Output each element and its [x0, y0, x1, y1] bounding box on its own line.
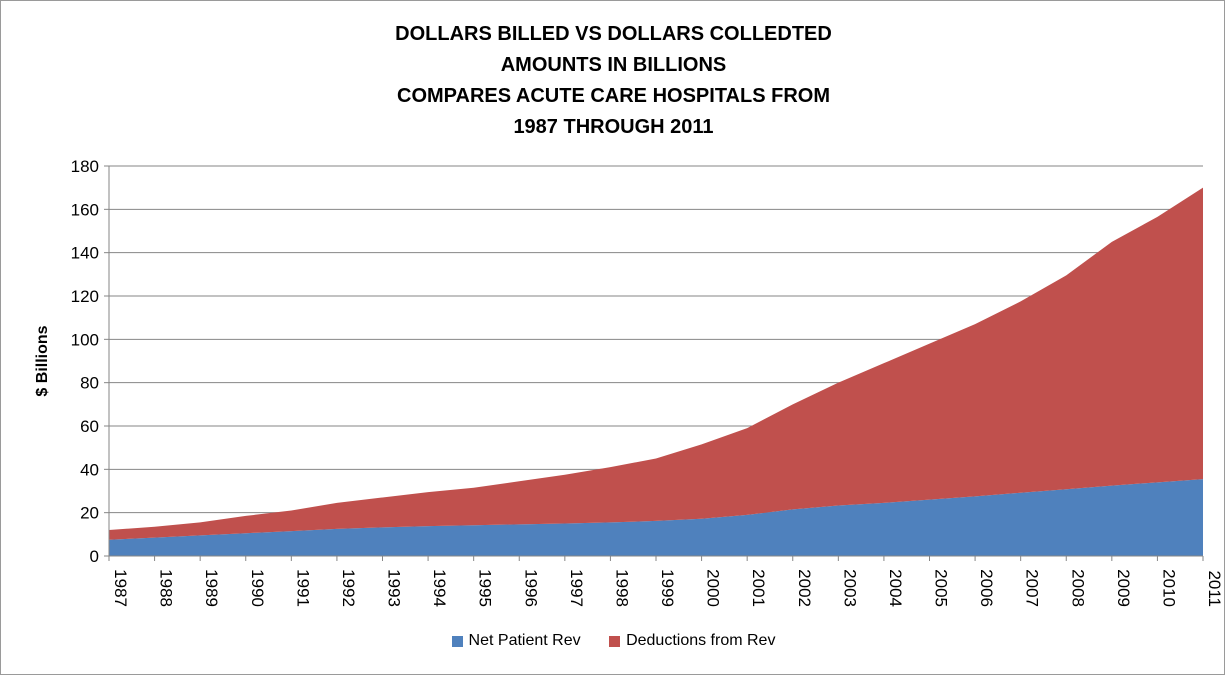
x-tick-label-1992: 1992 [339, 569, 358, 607]
y-tick-label-180: 180 [71, 157, 99, 176]
legend-label-deductions-from-rev: Deductions from Rev [626, 632, 776, 649]
x-tick-label-2006: 2006 [977, 569, 996, 607]
x-tick-label-1999: 1999 [658, 569, 677, 607]
y-tick-label-120: 120 [71, 287, 99, 306]
chart-title-line-3: COMPARES ACUTE CARE HOSPITALS FROM [397, 85, 830, 107]
x-tick-label-2002: 2002 [795, 569, 814, 607]
x-tick-label-2010: 2010 [1159, 569, 1178, 607]
chart-title: DOLLARS BILLED VS DOLLARS COLLEDTED AMOU… [1, 19, 1225, 143]
legend-item-deductions-from-rev: Deductions from Rev [609, 632, 775, 650]
x-tick-label-1989: 1989 [202, 569, 221, 607]
x-tick-label-2003: 2003 [840, 569, 859, 607]
x-tick-label-1990: 1990 [248, 569, 267, 607]
x-tick-label-2011: 2011 [1205, 570, 1224, 607]
chart-title-line-1: DOLLARS BILLED VS DOLLARS COLLEDTED [395, 23, 832, 45]
legend-item-net-patient-rev: Net Patient Rev [451, 632, 581, 650]
area-series-net-patient-rev [109, 479, 1203, 556]
x-tick-label-2005: 2005 [932, 569, 951, 607]
x-tick-label-2009: 2009 [1114, 569, 1133, 607]
y-tick-label-80: 80 [80, 374, 99, 393]
x-tick-label-1991: 1991 [293, 569, 312, 607]
x-tick-label-2007: 2007 [1023, 569, 1042, 607]
y-tick-label-100: 100 [71, 330, 99, 349]
x-tick-label-2008: 2008 [1068, 569, 1087, 607]
x-tick-label-1997: 1997 [567, 569, 586, 607]
y-tick-label-20: 20 [80, 504, 99, 523]
x-tick-label-2000: 2000 [704, 569, 723, 607]
chart-title-line-4: 1987 THROUGH 2011 [513, 116, 714, 138]
legend-swatch-net-patient-rev [451, 635, 463, 647]
area-series-deductions-from-rev [109, 187, 1203, 540]
legend-swatch-deductions-from-rev [609, 635, 621, 647]
legend: Net Patient Rev Deductions from Rev [1, 632, 1225, 652]
x-tick-label-1994: 1994 [430, 569, 449, 607]
x-tick-label-1995: 1995 [476, 569, 495, 607]
y-tick-label-40: 40 [80, 460, 99, 479]
y-tick-label-0: 0 [90, 547, 99, 566]
y-tick-label-160: 160 [71, 200, 99, 219]
x-tick-label-1998: 1998 [612, 569, 631, 607]
x-tick-label-2001: 2001 [749, 569, 768, 607]
x-tick-label-1988: 1988 [157, 569, 176, 607]
x-tick-label-1987: 1987 [111, 569, 130, 607]
y-tick-label-60: 60 [80, 417, 99, 436]
legend-label-net-patient-rev: Net Patient Rev [468, 632, 581, 649]
x-tick-label-2004: 2004 [886, 569, 905, 607]
x-tick-label-1993: 1993 [385, 569, 404, 607]
chart-title-line-2: AMOUNTS IN BILLIONS [500, 54, 727, 76]
y-tick-label-140: 140 [71, 244, 99, 263]
x-tick-label-1996: 1996 [521, 569, 540, 607]
